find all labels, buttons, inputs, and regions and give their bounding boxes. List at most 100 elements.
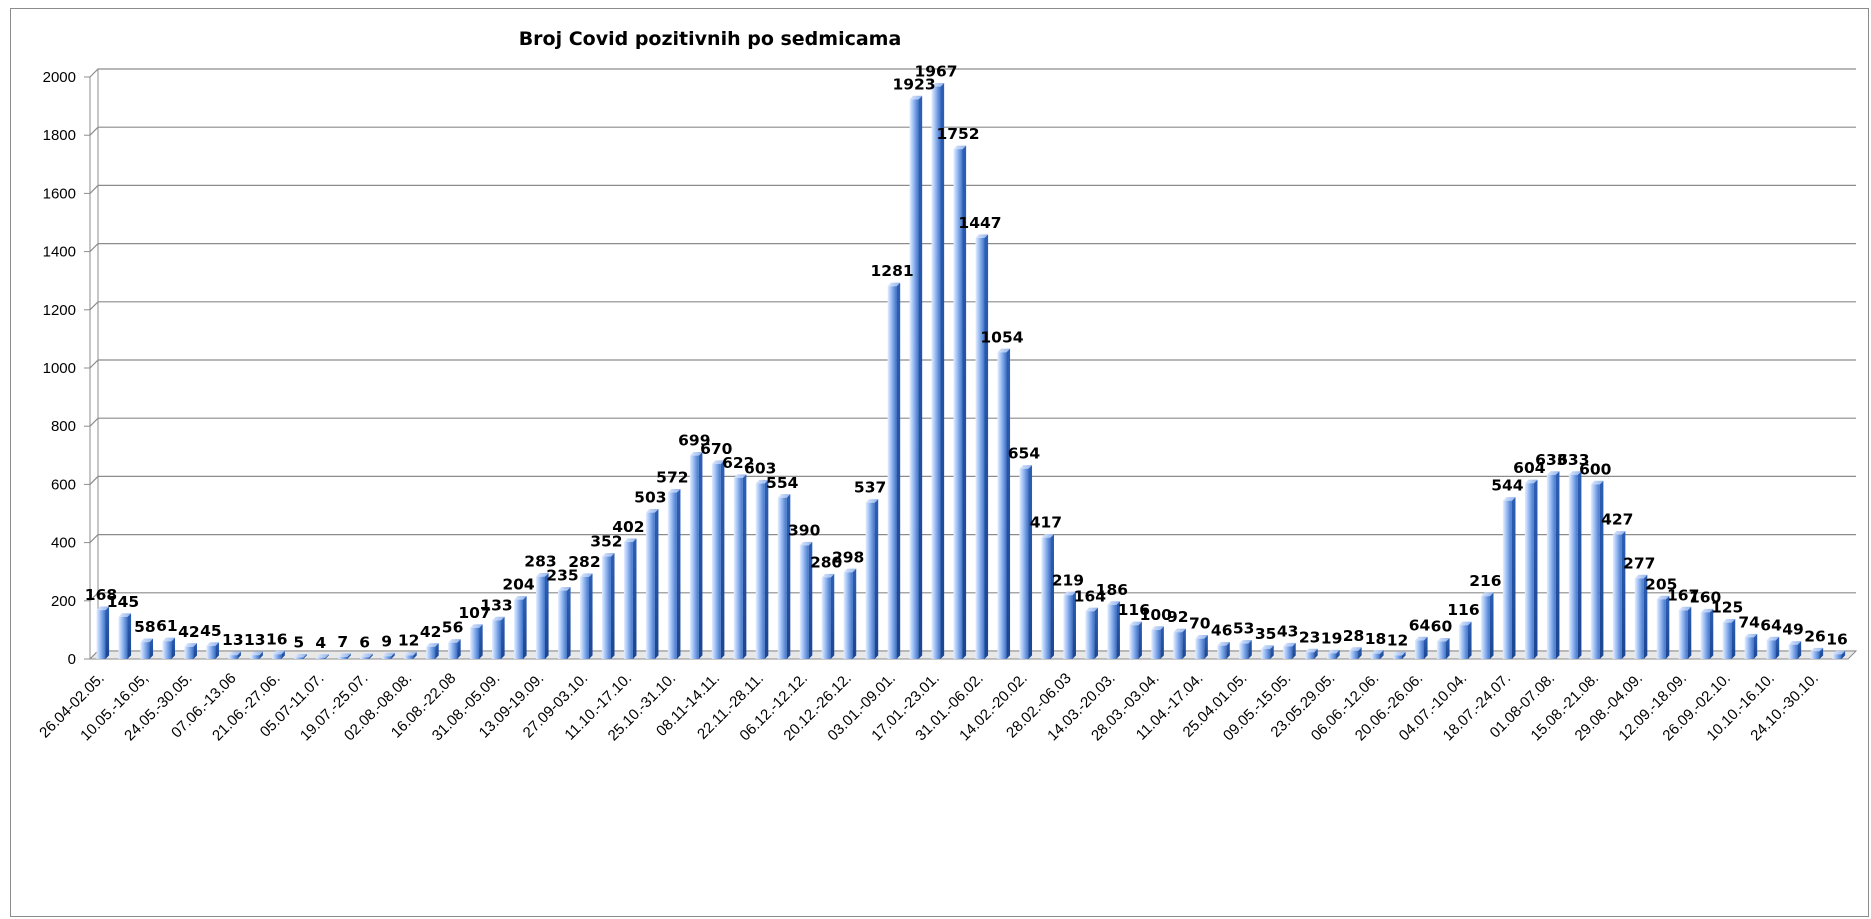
bar-front	[184, 646, 194, 659]
bar	[1107, 601, 1120, 659]
bar-top	[997, 348, 1011, 353]
bar	[997, 348, 1011, 659]
y-tick-label: 1600	[43, 185, 76, 202]
bar	[492, 616, 505, 659]
bar-side	[1314, 648, 1318, 659]
bar	[1283, 642, 1296, 659]
data-label: 1923	[892, 75, 935, 93]
bar-side	[874, 499, 879, 659]
data-label: 125	[1711, 599, 1743, 617]
bar-side	[435, 643, 439, 659]
bar-front	[294, 657, 304, 659]
bar	[1832, 650, 1846, 659]
bar-side	[523, 596, 527, 659]
bar	[1261, 645, 1274, 659]
bar-front	[1349, 650, 1359, 659]
data-label: 18	[1365, 630, 1387, 648]
data-label: 19	[1321, 629, 1343, 647]
bar-side	[1467, 621, 1472, 659]
bar-front	[250, 655, 260, 659]
bar-front	[382, 656, 392, 659]
bar-front	[1546, 474, 1556, 659]
gridline	[89, 68, 1856, 78]
bar-top	[118, 613, 132, 617]
bar-top	[777, 494, 791, 498]
y-tick-label: 2000	[43, 69, 76, 86]
bar	[1305, 648, 1318, 659]
data-label: 53	[1233, 620, 1255, 638]
bar-top	[140, 638, 154, 643]
bar	[1788, 641, 1802, 659]
bar-top	[1788, 641, 1802, 645]
data-label: 1447	[958, 214, 1001, 232]
bar-top	[1217, 642, 1230, 646]
data-label: 572	[656, 469, 688, 487]
bars	[96, 83, 1846, 660]
bar-side	[1533, 479, 1538, 659]
bar-front	[843, 572, 853, 659]
gridline	[89, 301, 1856, 311]
data-label: 427	[1601, 511, 1633, 529]
bar-top	[799, 541, 813, 546]
data-label: 60	[1431, 618, 1453, 636]
bar-top	[1612, 531, 1626, 535]
bar-side	[1599, 480, 1604, 659]
bar	[514, 596, 527, 659]
data-label: 633	[1557, 451, 1589, 469]
bar	[1634, 574, 1648, 659]
bar-side	[676, 488, 681, 659]
bar-top	[96, 606, 110, 611]
bar-top	[1173, 628, 1186, 633]
bar-front	[1129, 625, 1139, 659]
bar-side	[281, 650, 285, 659]
bar-top	[975, 234, 989, 238]
bar-top	[1283, 642, 1296, 647]
bar-top	[338, 653, 351, 657]
data-label: 168	[85, 586, 117, 604]
bar-side	[1270, 645, 1274, 659]
bar-front	[1744, 637, 1754, 659]
data-label: 390	[788, 522, 821, 540]
bar-top	[360, 653, 373, 658]
bar-side	[1797, 641, 1802, 659]
bar-front	[404, 655, 414, 659]
bar	[1371, 650, 1384, 659]
bar-top	[1261, 645, 1274, 649]
bar	[667, 488, 681, 659]
bar	[448, 639, 461, 659]
bar-side	[325, 654, 329, 659]
bar-side	[566, 587, 571, 659]
data-label: 13	[222, 631, 244, 649]
bar-top	[1414, 636, 1428, 641]
bar-top	[909, 95, 923, 100]
y-tick-label: 600	[51, 476, 76, 493]
bar-side	[1423, 636, 1428, 659]
bar	[1678, 606, 1692, 659]
data-label: 554	[766, 474, 799, 492]
data-label: 402	[612, 518, 644, 536]
bar-side	[501, 616, 505, 659]
y-tick-label: 1200	[43, 302, 76, 319]
bar-front	[1107, 604, 1117, 659]
bar-front	[1305, 652, 1315, 659]
bar-top	[1590, 480, 1604, 485]
bar-side	[1160, 626, 1164, 659]
bar-side	[1775, 636, 1780, 659]
data-label: 70	[1189, 615, 1211, 633]
bar-front	[140, 642, 150, 659]
bar	[316, 654, 329, 659]
data-label: 58	[134, 618, 156, 636]
y-tick-label: 400	[51, 535, 76, 552]
bar-top	[1722, 619, 1736, 623]
bar	[1063, 591, 1076, 659]
bar-top	[601, 552, 615, 557]
bar-top	[865, 499, 879, 503]
data-label: 1281	[871, 262, 914, 280]
bar-front	[426, 646, 436, 659]
bar-side	[1006, 348, 1011, 659]
bar-side	[1094, 607, 1098, 659]
y-tick-label: 0	[68, 651, 76, 668]
bar-side	[303, 653, 307, 659]
bar	[1524, 479, 1538, 659]
bar-side	[1182, 628, 1186, 659]
